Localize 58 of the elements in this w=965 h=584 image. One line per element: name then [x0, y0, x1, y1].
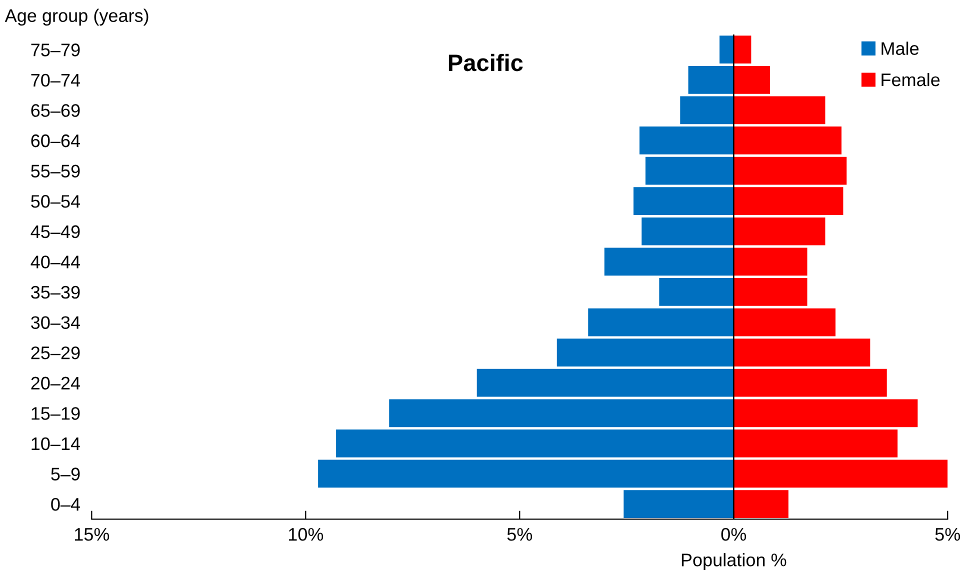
bar [680, 96, 734, 124]
x-tick-label: 5% [935, 528, 960, 541]
y-tick-label: 55–59 [31, 164, 80, 178]
bar [624, 490, 734, 518]
y-tick-label: 0–4 [51, 498, 80, 511]
bar [389, 399, 734, 428]
y-tick-label: 25–29 [31, 346, 80, 360]
bar [734, 217, 826, 246]
y-tick-label: 70–74 [31, 74, 80, 87]
bar [734, 278, 808, 306]
bar [604, 248, 734, 276]
y-tick-label: 60–64 [31, 134, 80, 148]
bar [642, 217, 734, 246]
legend-label: Female [882, 72, 940, 86]
y-axis-title: Age group (years) [4, 8, 148, 26]
x-tick-label: 10% [288, 528, 324, 541]
x-tick-label: 0% [721, 528, 746, 541]
bar [734, 248, 808, 276]
bar [734, 399, 918, 428]
y-tick-label: 65–69 [31, 104, 80, 117]
bar [734, 308, 836, 336]
x-axis-title: Population % [682, 553, 786, 570]
bar [639, 126, 734, 154]
bar [734, 156, 847, 185]
bar [318, 460, 734, 488]
bar [734, 66, 770, 94]
y-tick-label: 45–49 [30, 225, 80, 238]
legend-label: Male [882, 42, 919, 55]
bar [734, 36, 752, 64]
y-tick-label: 50–54 [31, 195, 80, 208]
text: Pacific [448, 54, 523, 72]
bar [734, 126, 842, 154]
bar [645, 156, 734, 185]
bar [336, 430, 734, 458]
y-tick-label: 30–34 [31, 316, 80, 329]
bar [734, 368, 887, 397]
y-tick-label: 15–19 [32, 407, 80, 420]
bar [734, 96, 826, 124]
y-tick-label: 5–9 [51, 468, 80, 480]
x-tick-label: 15% [74, 528, 110, 541]
bar [556, 338, 734, 366]
bar [734, 338, 870, 366]
y-tick-label: 75–79 [31, 44, 80, 56]
bar [588, 308, 734, 336]
bar [633, 187, 734, 216]
bar [734, 430, 898, 458]
bar [476, 368, 734, 397]
x-tick-label: 5% [507, 528, 532, 541]
bar [734, 460, 948, 488]
bar [734, 187, 844, 216]
y-tick-label: 20–24 [31, 376, 80, 390]
bar [734, 490, 788, 518]
bar [688, 66, 734, 94]
bar [720, 36, 734, 64]
y-tick-label: 35–39 [31, 286, 80, 299]
y-tick-label: 40–44 [30, 256, 80, 268]
y-tick-label: 10–14 [32, 437, 80, 450]
bar [659, 278, 734, 306]
